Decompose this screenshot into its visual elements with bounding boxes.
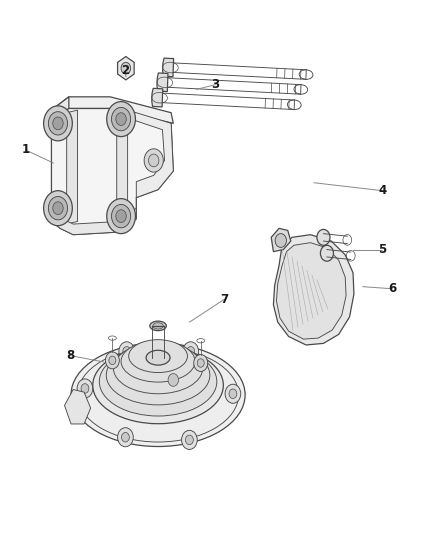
Text: 3: 3: [212, 78, 219, 91]
Polygon shape: [152, 88, 163, 107]
Polygon shape: [276, 243, 346, 339]
Polygon shape: [273, 235, 354, 345]
Circle shape: [109, 356, 116, 365]
Text: 4: 4: [378, 184, 386, 197]
Polygon shape: [51, 97, 69, 122]
Polygon shape: [51, 208, 136, 235]
Circle shape: [119, 342, 134, 361]
Circle shape: [225, 384, 241, 403]
Circle shape: [77, 379, 93, 398]
Ellipse shape: [78, 348, 239, 442]
Circle shape: [44, 106, 72, 141]
Circle shape: [194, 354, 208, 372]
Circle shape: [144, 149, 163, 172]
Circle shape: [116, 210, 126, 222]
Circle shape: [182, 430, 197, 449]
Polygon shape: [51, 97, 173, 123]
Circle shape: [197, 359, 204, 367]
Circle shape: [112, 205, 131, 228]
Polygon shape: [117, 56, 134, 80]
Ellipse shape: [99, 347, 217, 416]
Circle shape: [53, 202, 63, 215]
Circle shape: [48, 112, 67, 135]
Polygon shape: [127, 110, 173, 198]
Text: 6: 6: [388, 282, 396, 295]
Polygon shape: [117, 110, 127, 228]
Circle shape: [107, 102, 135, 136]
Text: 7: 7: [220, 293, 228, 306]
Circle shape: [44, 191, 72, 225]
Ellipse shape: [150, 321, 166, 330]
Polygon shape: [157, 73, 168, 92]
Circle shape: [106, 352, 119, 369]
Circle shape: [121, 62, 131, 74]
Circle shape: [317, 229, 330, 245]
Text: 2: 2: [121, 64, 130, 77]
Ellipse shape: [153, 322, 163, 329]
Polygon shape: [271, 228, 291, 252]
Circle shape: [112, 108, 131, 131]
Text: 1: 1: [21, 143, 29, 156]
Ellipse shape: [106, 345, 210, 405]
Circle shape: [275, 233, 286, 247]
Ellipse shape: [113, 343, 203, 394]
Circle shape: [53, 117, 63, 130]
Ellipse shape: [93, 347, 223, 424]
Ellipse shape: [71, 343, 245, 447]
Circle shape: [116, 113, 126, 125]
Circle shape: [148, 154, 159, 167]
Circle shape: [168, 374, 179, 386]
Polygon shape: [51, 109, 173, 235]
Text: 5: 5: [378, 243, 386, 256]
Ellipse shape: [121, 341, 195, 382]
Circle shape: [107, 199, 135, 233]
Circle shape: [183, 342, 198, 361]
Text: 8: 8: [66, 349, 74, 362]
Circle shape: [81, 384, 89, 393]
Polygon shape: [162, 58, 173, 77]
Circle shape: [48, 197, 67, 220]
Circle shape: [121, 432, 129, 442]
Circle shape: [321, 245, 333, 261]
Circle shape: [187, 346, 194, 356]
Circle shape: [185, 435, 193, 445]
Circle shape: [123, 346, 131, 356]
Ellipse shape: [129, 340, 187, 373]
Ellipse shape: [146, 350, 170, 365]
Polygon shape: [67, 110, 78, 224]
Circle shape: [229, 389, 237, 399]
Circle shape: [117, 427, 133, 447]
Polygon shape: [64, 390, 91, 424]
